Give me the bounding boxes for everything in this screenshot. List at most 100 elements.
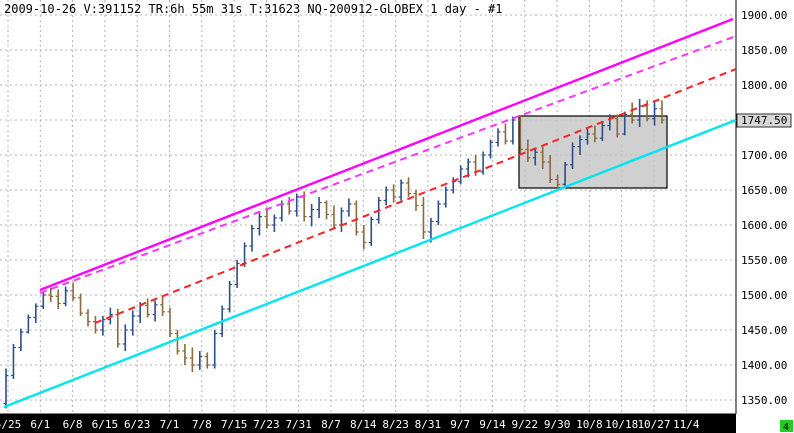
ohlc-bar <box>331 205 337 229</box>
ohlc-bar <box>18 328 24 351</box>
ohlc-bar <box>264 207 270 229</box>
x-tick-label: 8/31 <box>415 418 442 431</box>
y-tick-label: 1550.00 <box>741 254 787 267</box>
ohlc-bars <box>3 99 665 409</box>
ohlc-bar <box>3 368 9 409</box>
ohlc-bar <box>495 128 501 147</box>
x-tick-label: 6/1 <box>30 418 50 431</box>
ohlc-bar <box>122 324 128 351</box>
ohlc-bar <box>40 291 46 309</box>
ohlc-bar <box>309 204 315 227</box>
ohlc-bar <box>204 352 210 369</box>
last-price-tag-bg <box>736 113 792 128</box>
ohlc-bar <box>197 351 203 370</box>
ohlc-bar <box>85 309 91 327</box>
x-tick-label: 9/30 <box>544 418 571 431</box>
y-tick-label: 1700.00 <box>741 149 787 162</box>
x-tick-label: 10/27 <box>637 418 670 431</box>
x-tick-label: 9/7 <box>450 418 470 431</box>
ohlc-bar <box>92 316 98 334</box>
ohlc-bar <box>115 309 121 348</box>
ohlc-bar <box>391 184 397 203</box>
y-tick-label: 1800.00 <box>741 79 787 92</box>
ohlc-bar <box>368 216 374 246</box>
chart-title: 2009-10-26 V:391152 TR:6h 55m 31s T:3162… <box>4 2 503 16</box>
ohlc-bar <box>398 179 404 201</box>
ohlc-bar <box>160 296 166 316</box>
ohlc-bar <box>406 177 412 197</box>
ohlc-bar <box>659 100 665 124</box>
ohlc-bar <box>622 111 628 136</box>
x-tick-label: 11/4 <box>673 418 700 431</box>
y-tick-label: 1600.00 <box>741 219 787 232</box>
ohlc-bar <box>614 114 620 138</box>
channel-upper-line[interactable] <box>39 17 734 292</box>
ohlc-bar <box>510 116 516 145</box>
x-tick-label: 7/31 <box>285 418 312 431</box>
ohlc-bar <box>562 162 568 189</box>
ohlc-bar <box>592 125 598 143</box>
ohlc-bar <box>361 225 367 250</box>
ohlc-bar <box>420 197 426 239</box>
x-tick-label: 9/22 <box>512 418 539 431</box>
channel-median-line[interactable] <box>94 68 737 324</box>
ohlc-bar <box>63 286 69 307</box>
ohlc-bar <box>435 200 441 225</box>
ohlc-bar <box>629 102 635 124</box>
ohlc-bar <box>10 344 16 379</box>
ohlc-bar <box>48 288 54 302</box>
ohlc-bar <box>145 298 151 318</box>
ohlc-bar <box>55 289 61 309</box>
ohlc-bar <box>525 139 531 162</box>
ohlc-bar <box>555 174 561 189</box>
ohlc-bar <box>249 225 255 252</box>
ohlc-bar <box>234 260 240 288</box>
ohlc-bar <box>25 314 31 334</box>
x-tick-label: 8/23 <box>382 418 409 431</box>
x-tick-label: 7/1 <box>160 418 180 431</box>
y-tick-label: 1850.00 <box>741 44 787 57</box>
channel-lower-line[interactable] <box>3 118 737 409</box>
x-tick-label: 10/8 <box>576 418 603 431</box>
x-tick-label: 6/8 <box>63 418 83 431</box>
corner-badge: 4 <box>783 422 789 433</box>
ohlc-bar <box>652 102 658 126</box>
ohlc-bar <box>599 121 605 141</box>
x-tick-label: 6/23 <box>124 418 151 431</box>
ohlc-bar <box>353 200 359 236</box>
x-tick-label: 8/7 <box>321 418 341 431</box>
ohlc-bar <box>413 190 419 211</box>
grid-lines <box>0 0 736 414</box>
ohlc-bar <box>174 330 180 355</box>
ohlc-bar <box>383 186 389 206</box>
ohlc-bar <box>547 155 553 183</box>
y-tick-label: 1400.00 <box>741 359 787 372</box>
x-tick-label: 7/23 <box>253 418 280 431</box>
ohlc-bar <box>227 281 233 313</box>
ohlc-bar <box>33 303 39 323</box>
x-tick-label: 9/14 <box>479 418 506 431</box>
ohlc-bar <box>324 200 330 220</box>
ohlc-bar <box>100 316 106 336</box>
x-tick-label: 7/8 <box>192 418 212 431</box>
ohlc-bar <box>256 211 262 236</box>
y-tick-label: 1450.00 <box>741 324 787 337</box>
ohlc-bar <box>271 214 277 232</box>
x-axis-tick-labels: 5/25 6/1 6/8 6/15 6/23 7/1 7/8 7/15 7/23 7/31 8/7 8… <box>0 418 700 431</box>
ohlc-bar <box>346 198 352 217</box>
ohlc-bar <box>152 300 158 322</box>
last-price-tag: 1747.50 <box>741 114 787 127</box>
channel-mid-upper-line[interactable] <box>39 35 737 294</box>
ohlc-bar <box>212 330 218 369</box>
ohlc-bar <box>167 307 173 337</box>
ohlc-bar <box>570 142 576 169</box>
ohlc-bar <box>189 347 195 372</box>
y-tick-label: 1900.00 <box>741 9 787 22</box>
y-tick-label: 1650.00 <box>741 184 787 197</box>
ohlc-bar <box>316 197 322 218</box>
x-tick-label: 10/18 <box>605 418 638 431</box>
ohlc-bar <box>130 310 136 336</box>
x-tick-label: 5/25 <box>0 418 21 431</box>
